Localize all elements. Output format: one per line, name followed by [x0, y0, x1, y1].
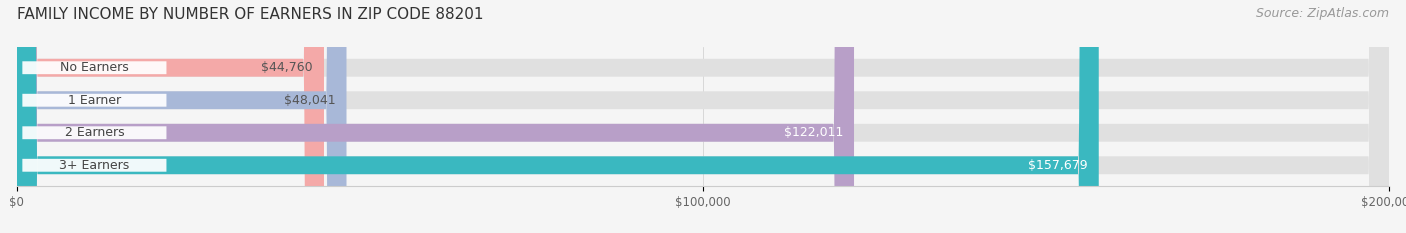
- FancyBboxPatch shape: [17, 0, 323, 233]
- Text: Source: ZipAtlas.com: Source: ZipAtlas.com: [1256, 7, 1389, 20]
- FancyBboxPatch shape: [17, 0, 1389, 233]
- Text: $157,679: $157,679: [1028, 159, 1088, 172]
- FancyBboxPatch shape: [17, 0, 1389, 233]
- Text: $44,760: $44,760: [262, 61, 314, 74]
- FancyBboxPatch shape: [17, 0, 346, 233]
- FancyBboxPatch shape: [22, 61, 166, 74]
- FancyBboxPatch shape: [17, 0, 1389, 233]
- Text: $48,041: $48,041: [284, 94, 336, 107]
- FancyBboxPatch shape: [17, 0, 1098, 233]
- FancyBboxPatch shape: [17, 0, 853, 233]
- Text: FAMILY INCOME BY NUMBER OF EARNERS IN ZIP CODE 88201: FAMILY INCOME BY NUMBER OF EARNERS IN ZI…: [17, 7, 484, 22]
- Text: 3+ Earners: 3+ Earners: [59, 159, 129, 172]
- Text: 1 Earner: 1 Earner: [67, 94, 121, 107]
- FancyBboxPatch shape: [17, 0, 1389, 233]
- FancyBboxPatch shape: [22, 126, 166, 139]
- Text: No Earners: No Earners: [60, 61, 129, 74]
- Text: $122,011: $122,011: [783, 126, 844, 139]
- Text: 2 Earners: 2 Earners: [65, 126, 124, 139]
- FancyBboxPatch shape: [22, 159, 166, 172]
- FancyBboxPatch shape: [22, 94, 166, 107]
